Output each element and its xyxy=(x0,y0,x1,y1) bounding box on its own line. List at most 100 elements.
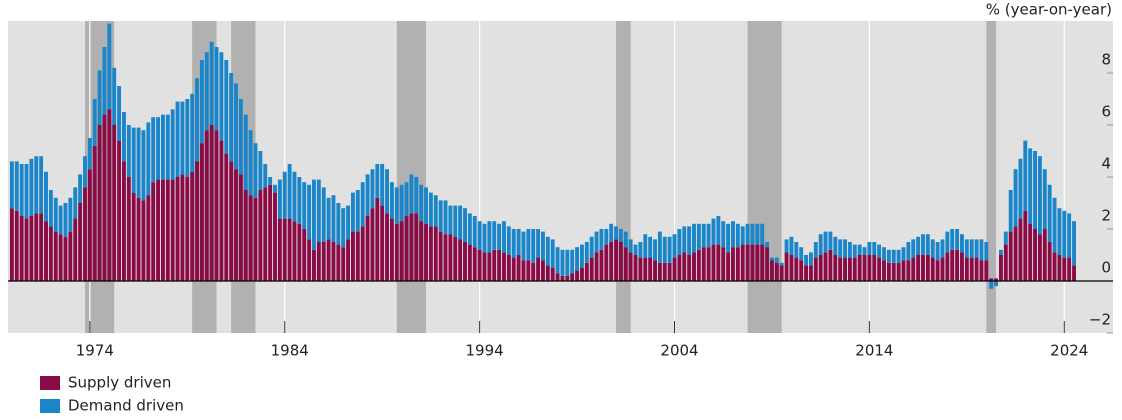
bar-segment xyxy=(901,247,906,261)
bar-segment xyxy=(497,249,502,281)
bar-segment xyxy=(911,257,916,281)
bar-segment xyxy=(199,143,204,281)
bar-segment xyxy=(818,255,823,281)
bar-segment xyxy=(726,223,731,253)
bar-segment xyxy=(97,70,102,125)
bar-segment xyxy=(867,255,872,281)
y-tick-label: 6 xyxy=(1101,103,1111,121)
bar-segment xyxy=(463,208,467,242)
bar-segment xyxy=(9,161,14,209)
bar-segment xyxy=(701,223,706,248)
bar-segment xyxy=(570,249,575,274)
bar-segment xyxy=(779,265,784,281)
bar-segment xyxy=(950,249,955,281)
y-tick-label: 4 xyxy=(1101,155,1111,173)
bar-segment xyxy=(453,205,458,237)
bar-segment xyxy=(823,252,828,281)
bar-segment xyxy=(238,99,243,175)
bar-segment xyxy=(326,197,331,240)
bar-segment xyxy=(760,244,765,281)
bar-segment xyxy=(969,257,974,281)
bar-segment xyxy=(906,260,911,281)
bar-segment xyxy=(297,223,302,281)
bar-segment xyxy=(341,208,346,248)
bar-segment xyxy=(516,229,521,255)
bar-segment xyxy=(833,236,838,255)
bar-segment xyxy=(735,223,740,248)
bar-segment xyxy=(346,239,351,281)
bar-segment xyxy=(857,244,862,255)
y-tick-label: 8 xyxy=(1101,51,1111,69)
bar-segment xyxy=(68,231,73,281)
bar-segment xyxy=(204,130,209,281)
bar-segment xyxy=(882,260,886,281)
bar-segment xyxy=(146,122,151,196)
bar-segment xyxy=(263,164,268,188)
bar-segment xyxy=(463,242,467,281)
bar-segment xyxy=(614,226,618,240)
bar-segment xyxy=(799,247,804,261)
bar-segment xyxy=(92,99,97,146)
bar-segment xyxy=(609,242,614,281)
legend-item: Demand driven xyxy=(40,397,184,415)
bar-segment xyxy=(692,252,696,281)
bar-segment xyxy=(755,223,760,245)
bar-segment xyxy=(302,229,307,281)
bar-segment xyxy=(711,218,716,245)
bar-segment xyxy=(521,231,526,261)
bar-segment xyxy=(886,262,891,281)
bar-segment xyxy=(492,221,497,250)
bar-segment xyxy=(487,252,492,281)
bar-segment xyxy=(930,257,935,281)
bar-segment xyxy=(209,125,214,281)
bar-segment xyxy=(151,117,156,183)
bar-segment xyxy=(180,101,185,175)
bar-segment xyxy=(731,247,735,281)
bar-segment xyxy=(672,234,677,258)
bar-segment xyxy=(467,213,472,245)
bar-segment xyxy=(740,244,745,281)
bar-segment xyxy=(14,161,19,211)
bar-segment xyxy=(662,262,667,281)
bar-segment xyxy=(877,257,882,281)
bar-segment xyxy=(399,184,404,222)
bar-segment xyxy=(955,229,960,250)
bar-segment xyxy=(385,169,390,214)
bar-segment xyxy=(282,171,287,219)
bar-segment xyxy=(994,278,999,281)
bar-segment xyxy=(492,249,497,281)
bar-segment xyxy=(648,257,653,281)
bar-segment xyxy=(277,179,282,219)
bar-segment xyxy=(998,249,1003,255)
bar-segment xyxy=(34,156,39,214)
bar-segment xyxy=(438,231,443,281)
bar-segment xyxy=(653,239,657,261)
bar-segment xyxy=(969,239,974,258)
bar-segment xyxy=(424,223,428,281)
bar-segment xyxy=(112,67,117,125)
bar-segment xyxy=(141,130,146,201)
bar-segment xyxy=(1067,257,1072,281)
bar-segment xyxy=(838,239,843,258)
bar-segment xyxy=(638,242,643,258)
bar-segment xyxy=(1062,210,1067,258)
bar-segment xyxy=(623,231,628,248)
bar-segment xyxy=(404,216,409,281)
bar-segment xyxy=(302,182,307,229)
bar-segment xyxy=(696,223,701,250)
bar-segment xyxy=(502,221,506,253)
bar-segment xyxy=(828,249,833,281)
bar-segment xyxy=(175,177,180,281)
bar-segment xyxy=(146,195,151,281)
bar-segment xyxy=(92,145,97,281)
bar-segment xyxy=(1033,151,1037,229)
bar-segment xyxy=(813,242,818,258)
bar-segment xyxy=(847,242,852,258)
bar-segment xyxy=(331,195,336,242)
bar-segment xyxy=(784,239,789,253)
x-tick-label: 1994 xyxy=(466,342,504,360)
y-tick-label: 2 xyxy=(1101,207,1111,225)
bar-segment xyxy=(448,205,453,235)
bar-segment xyxy=(692,223,696,253)
